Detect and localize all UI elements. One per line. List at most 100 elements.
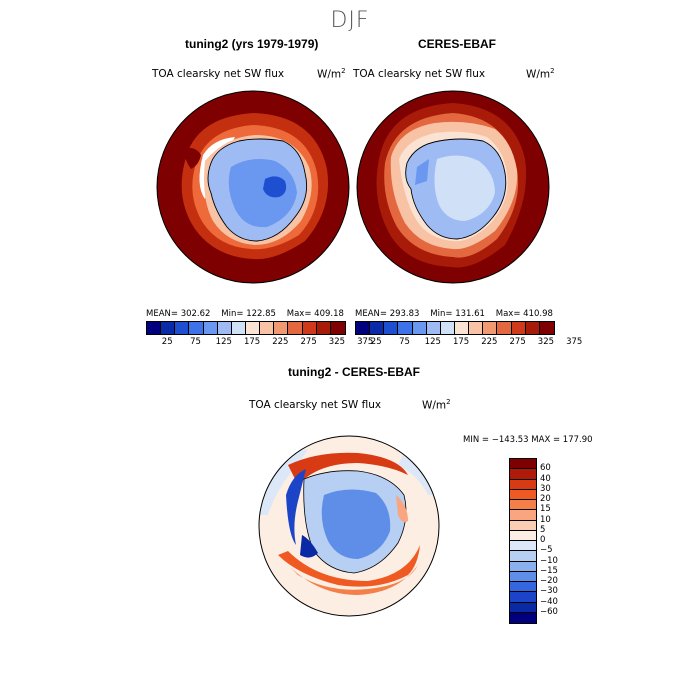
right-map-border [356, 90, 550, 284]
colorbar-tick-label: 5 [540, 524, 546, 535]
colorbar-swatch [510, 602, 536, 613]
left-units-label: W/m2 [317, 67, 346, 81]
right-colorbar [355, 321, 555, 335]
colorbar-swatch [510, 582, 536, 593]
diff-panel-title: tuning2 - CERES-EBAF [288, 365, 420, 379]
colorbar-swatch [525, 322, 540, 334]
right-units-label: W/m2 [526, 67, 555, 81]
colorbar-swatch [510, 510, 536, 521]
colorbar-tick-label: −60 [540, 606, 558, 617]
left-map-hot-west [183, 147, 201, 169]
colorbar-swatch [147, 322, 162, 334]
colorbar-swatch [510, 459, 536, 470]
colorbar-tick-label: 225 [481, 337, 498, 347]
colorbar-tick-label: 325 [328, 337, 346, 347]
colorbar-tick-label: 125 [215, 337, 232, 347]
colorbar-swatch [510, 551, 536, 562]
colorbar-tick-label: 75 [190, 337, 201, 347]
colorbar-swatch [412, 322, 427, 334]
colorbar-tick-label: 125 [424, 337, 441, 347]
colorbar-swatch [203, 322, 218, 334]
colorbar-swatch [510, 561, 536, 572]
right-map [356, 90, 550, 284]
colorbar-swatch [454, 322, 470, 334]
right-map-plateau [434, 155, 495, 221]
left-colorbar [146, 321, 346, 335]
season-title: DJF [330, 8, 370, 33]
right-colorbar-ticks: 25 75 125 175 225 275 325 375 [355, 337, 583, 349]
colorbar-swatch [539, 322, 554, 334]
diff-minmax: MIN = −143.53 MAX = 177.90 [463, 435, 593, 445]
colorbar-swatch [510, 612, 536, 623]
colorbar-swatch [330, 322, 345, 334]
colorbar-swatch [356, 322, 371, 334]
colorbar-tick-label: 30 [540, 483, 551, 494]
colorbar-swatch [370, 322, 385, 334]
colorbar-tick-label: 15 [540, 504, 551, 515]
colorbar-tick-label: −5 [540, 545, 553, 556]
colorbar-swatch [510, 489, 536, 500]
diff-colorbar-ticks: 60 40 30 20 15 10 5 0 −5 −10 −15 −20 −30 −40 −60 [540, 458, 580, 622]
colorbar-swatch [483, 322, 498, 334]
colorbar-swatch [161, 322, 176, 334]
colorbar-swatch [384, 322, 399, 334]
colorbar-swatch [510, 469, 536, 480]
colorbar-tick-label: 60 [540, 463, 551, 474]
colorbar-tick-label: −20 [540, 576, 558, 586]
left-panel-title: tuning2 (yrs 1979-1979) [185, 37, 319, 51]
colorbar-tick-label: 225 [272, 337, 289, 347]
right-map-lowpatch [415, 159, 429, 185]
colorbar-swatch [302, 322, 317, 334]
colorbar-tick-label: 40 [540, 473, 551, 484]
diff-variable-label: TOA clearsky net SW flux [249, 399, 382, 411]
right-variable-label: TOA clearsky net SW flux [353, 68, 486, 80]
left-map-border [156, 90, 350, 284]
diff-map-warm-east [396, 495, 408, 523]
left-map [156, 90, 350, 284]
colorbar-tick-label: −10 [540, 555, 558, 566]
left-variable-label: TOA clearsky net SW flux [152, 68, 285, 80]
colorbar-tick-label: 325 [537, 337, 555, 347]
diff-map-warm-south [278, 545, 420, 587]
colorbar-swatch [426, 322, 441, 334]
diff-map-cold-west [286, 469, 306, 545]
diff-map-border [258, 435, 440, 617]
colorbar-swatch [510, 530, 536, 541]
colorbar-swatch [511, 322, 526, 334]
colorbar-swatch [398, 322, 413, 334]
diff-map-warm-north [288, 452, 408, 485]
colorbar-tick-label: 25 [370, 337, 382, 347]
colorbar-swatch [510, 592, 536, 603]
colorbar-tick-label: 0 [540, 535, 546, 545]
colorbar-swatch [510, 541, 536, 552]
colorbar-tick-label: −30 [540, 586, 558, 597]
right-panel-title: CERES-EBAF [418, 37, 497, 51]
colorbar-swatch [189, 322, 204, 334]
colorbar-swatch [288, 322, 303, 334]
colorbar-swatch [510, 520, 536, 531]
colorbar-swatch [510, 571, 536, 582]
colorbar-swatch [245, 322, 261, 334]
colorbar-tick-label: 175 [243, 337, 261, 347]
left-colorbar-ticks: 25 75 125 175 225 275 325 375 [146, 337, 374, 349]
colorbar-tick-label: 275 [300, 337, 317, 347]
colorbar-tick-label: 20 [540, 494, 551, 504]
colorbar-tick-label: −15 [540, 565, 558, 576]
colorbar-swatch [217, 322, 232, 334]
colorbar-tick-label: 75 [399, 337, 410, 347]
colorbar-swatch [231, 322, 246, 334]
left-map-plateau [228, 159, 297, 228]
left-stats: MEAN= 302.62 Min= 122.85 Max= 409.18 [146, 309, 344, 319]
colorbar-swatch [316, 322, 331, 334]
colorbar-tick-label: 175 [452, 337, 470, 347]
colorbar-swatch [497, 322, 512, 334]
left-map-low [263, 176, 287, 198]
diff-map-cold-sw [300, 535, 318, 558]
diff-map-interior [321, 489, 391, 559]
colorbar-swatch [469, 322, 484, 334]
colorbar-tick-label: 375 [566, 337, 583, 347]
colorbar-tick-label: −40 [540, 596, 558, 607]
diff-map [258, 435, 440, 617]
colorbar-swatch [274, 322, 289, 334]
colorbar-swatch [510, 500, 536, 511]
